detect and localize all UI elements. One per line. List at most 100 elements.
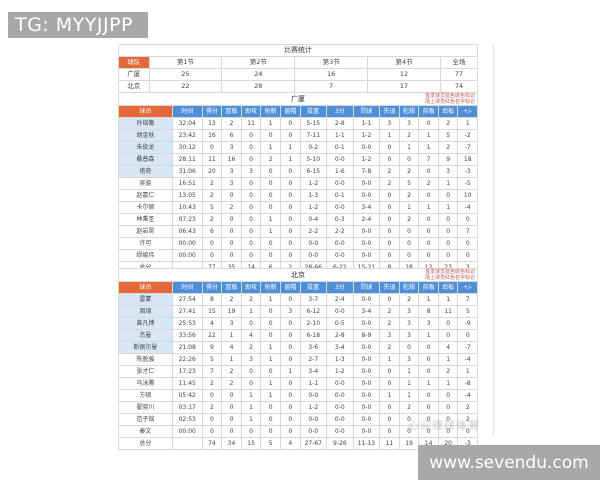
stat-cell: 0-0 bbox=[326, 389, 354, 402]
stat-cell: 0 bbox=[279, 237, 301, 250]
column-header: 失误 bbox=[379, 281, 400, 294]
table-row: 方硕 05:42 0 0 1 1 0 0-0 0-0 0-0 1 1 0 0 -4 bbox=[118, 389, 478, 402]
stat-cell: 0-0 bbox=[352, 413, 381, 426]
stat-cell: 6-12 bbox=[299, 305, 328, 318]
stat-cell: 1 bbox=[437, 293, 459, 306]
tg-banner: TG: MYYJJPP bbox=[8, 12, 148, 38]
team-table-beijing: 北京 首发球员蓝色底色标记 场上球员红色名字标记 球员 时间 得分 篮板 助攻 抢断 盖帽投… bbox=[118, 268, 478, 450]
stat-cell: 2 bbox=[398, 129, 420, 142]
column-header: 盖帽 bbox=[279, 281, 301, 294]
stat-cell: 03:17 bbox=[171, 401, 203, 414]
stat-cell: 0 bbox=[379, 401, 400, 414]
stat-cell: 2-8 bbox=[326, 117, 354, 130]
guangsha-title-label: 广厦 bbox=[291, 95, 305, 103]
stat-cell: 2 bbox=[398, 189, 420, 202]
stat-cell: 1-2 bbox=[299, 401, 328, 414]
stat-cell: 0 bbox=[260, 401, 281, 414]
stat-cell: 0 bbox=[279, 293, 301, 306]
stat-cell: 0-0 bbox=[352, 141, 381, 154]
stat-cell: 0 bbox=[279, 353, 301, 366]
table-row: 塔奇 31:06 20 3 3 0 0 6-15 1-6 7-8 2 2 0 3 -3 bbox=[118, 165, 478, 178]
table-row: 翟晓川 03:17 2 0 1 0 0 1-2 0-0 0-0 0 2 0 0 2 bbox=[118, 401, 478, 414]
stat-cell: 6-18 bbox=[299, 329, 328, 342]
stat-cell: 0 bbox=[221, 225, 242, 238]
stat-cell: 0 bbox=[379, 365, 400, 378]
stat-cell: 1 bbox=[260, 353, 281, 366]
stat-cell: 0-0 bbox=[352, 377, 381, 390]
stat-cell: 1-6 bbox=[326, 165, 354, 178]
column-header: 前板 bbox=[418, 281, 439, 294]
stat-cell: 0 bbox=[437, 389, 459, 402]
stat-cell: 2-2 bbox=[299, 225, 328, 238]
stat-cell: 0 bbox=[418, 237, 439, 250]
site-banner-label: www.sevendu.com bbox=[429, 452, 589, 473]
stat-cell: 0 bbox=[240, 129, 262, 142]
stat-cell: 1-1 bbox=[326, 129, 354, 142]
stat-cell: 3 bbox=[379, 329, 400, 342]
stat-cell: 0-0 bbox=[326, 305, 354, 318]
stat-cell: 1 bbox=[379, 353, 400, 366]
stat-cell: 28 bbox=[221, 80, 296, 93]
stat-cell: 0-0 bbox=[352, 425, 381, 438]
stat-cell: 3 bbox=[221, 177, 242, 190]
stat-cell: 2 bbox=[379, 341, 400, 354]
stat-cell: 0 bbox=[279, 165, 301, 178]
stat-cell: 0 bbox=[260, 365, 281, 378]
stat-cell: 11 bbox=[201, 153, 223, 166]
stat-cell: 00:00 bbox=[171, 237, 203, 250]
stat-cell: 1 bbox=[279, 153, 301, 166]
stat-cell bbox=[171, 437, 203, 450]
stat-cell: 0 bbox=[279, 341, 301, 354]
stat-cell: 3 bbox=[398, 329, 420, 342]
column-header: 后板 bbox=[437, 105, 459, 118]
stat-cell: 1 bbox=[437, 177, 459, 190]
column-header: 球员 bbox=[118, 281, 173, 294]
stat-cell: 1 bbox=[260, 225, 281, 238]
stat-cell: 0 bbox=[437, 329, 459, 342]
column-header: 第4节 bbox=[367, 56, 441, 69]
stat-cell: 23:42 bbox=[171, 129, 203, 142]
stat-cell: 13:05 bbox=[171, 189, 203, 202]
score-body: 广厦 25 24 16 12 77 北京 22 28 7 17 74 bbox=[118, 68, 478, 93]
stat-cell: 2 bbox=[398, 401, 420, 414]
stat-cell: 0 bbox=[379, 413, 400, 426]
name-cell: 许可 bbox=[118, 237, 173, 250]
name-cell: 陈盈骏 bbox=[118, 353, 173, 366]
stat-cell: 17 bbox=[367, 80, 441, 93]
container-edge-line bbox=[493, 44, 494, 436]
stat-cell: 22 bbox=[201, 329, 223, 342]
stat-cell: 16 bbox=[201, 129, 223, 142]
stat-cell: 1 bbox=[279, 141, 301, 154]
stat-cell: 0 bbox=[279, 189, 301, 202]
match-stats-table: 比赛统计 球队 第1节 第2节 第3节 第4节 全场 广厦 25 24 16 12 77 北京 22 28… bbox=[118, 44, 478, 93]
stat-cell: 0 bbox=[418, 225, 439, 238]
match-stats-title-label: 比赛统计 bbox=[284, 46, 312, 54]
stat-cell: 3 bbox=[379, 117, 400, 130]
stat-cell: 0-0 bbox=[299, 413, 328, 426]
stat-cell: 0 bbox=[260, 129, 281, 142]
stat-cell: 5 bbox=[260, 437, 281, 450]
stat-cell: 0 bbox=[437, 237, 459, 250]
stat-cell: 11:45 bbox=[171, 377, 203, 390]
table-row: 北京 22 28 7 17 74 bbox=[118, 80, 478, 93]
stat-cell: 0 bbox=[240, 213, 262, 226]
stat-cell: -2 bbox=[457, 129, 478, 142]
table-row: 陈盈骏 22:26 5 1 3 1 0 2-7 1-3 0-0 1 3 0 1 -4 bbox=[118, 353, 478, 366]
stat-cell: 0 bbox=[240, 377, 262, 390]
stat-cell: -4 bbox=[457, 353, 478, 366]
name-cell: 卡尔顿 bbox=[118, 201, 173, 214]
stat-cell: 2 bbox=[201, 213, 223, 226]
stat-cell: 31:06 bbox=[171, 165, 203, 178]
table-row: 吴骁 16:51 2 3 0 0 0 1-2 0-0 0-0 2 5 2 1 -5 bbox=[118, 177, 478, 190]
stat-cell: 0 bbox=[201, 425, 223, 438]
stat-cell: 1 bbox=[457, 365, 478, 378]
stat-cell: 0 bbox=[240, 317, 262, 330]
stat-cell: 1 bbox=[398, 201, 420, 214]
stat-cell: 0 bbox=[240, 365, 262, 378]
stat-cell: 21:08 bbox=[171, 341, 203, 354]
stat-cell: 0 bbox=[279, 201, 301, 214]
stat-cell: 0 bbox=[221, 389, 242, 402]
stat-cell: 27:41 bbox=[171, 305, 203, 318]
column-header: 罚球 bbox=[352, 281, 381, 294]
stat-cell: 0-0 bbox=[352, 249, 381, 262]
